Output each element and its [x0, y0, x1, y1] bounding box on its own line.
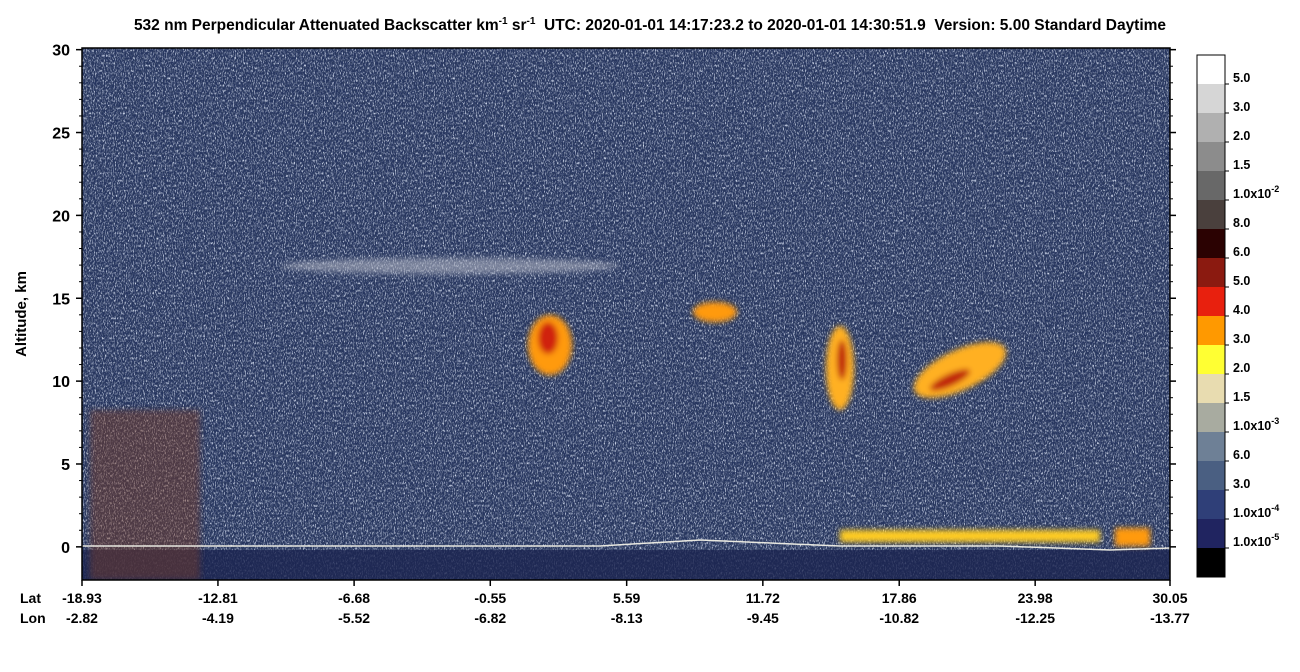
colorbar-swatch: [1197, 200, 1225, 229]
lon-label: -6.82: [474, 610, 506, 626]
x-tick-label: -12.81: [198, 590, 238, 606]
y-tick-label: 15: [52, 291, 70, 308]
colorbar-label: 5.0: [1233, 274, 1250, 288]
colorbar-label-sup: -3: [1271, 416, 1279, 426]
colorbar-label-text: 2.0: [1233, 361, 1250, 375]
colorbar-label: 1.0x10-5: [1233, 532, 1279, 549]
colorbar-swatch: [1197, 287, 1225, 316]
colorbar-label: 1.5: [1233, 390, 1250, 404]
colorbar-label-text: 1.0x10: [1233, 187, 1271, 201]
y-tick-label: 25: [52, 126, 70, 143]
colorbar-label-sup: -2: [1271, 184, 1279, 194]
title-sup: -1: [527, 16, 536, 27]
colorbar-label-text: 8.0: [1233, 216, 1250, 230]
lon-label: -10.82: [879, 610, 919, 626]
colorbar-swatch: [1197, 490, 1225, 519]
colorbar-label-text: 3.0: [1233, 477, 1250, 491]
colorbar-swatch: [1197, 432, 1225, 461]
title-part: UTC: 2020-01-01 14:17:23.2 to 2020-01-01…: [535, 17, 1166, 34]
x-tick-label: -6.68: [338, 590, 370, 606]
colorbar-swatch: [1197, 316, 1225, 345]
x-row-label: Lat: [20, 590, 41, 606]
lon-label: -4.19: [202, 610, 234, 626]
colorbar-label-text: 3.0: [1233, 332, 1250, 346]
backscatter-image: [82, 48, 1170, 580]
x-tick-label: 23.98: [1018, 590, 1053, 606]
title-part: 532 nm Perpendicular Attenuated Backscat…: [134, 17, 499, 34]
x-tick-label: 17.86: [882, 590, 917, 606]
y-tick-label: 20: [52, 208, 70, 225]
colorbar-label: 4.0: [1233, 303, 1250, 317]
colorbar-swatch: [1197, 84, 1225, 113]
lon-label: -2.82: [66, 610, 98, 626]
colorbar-label: 1.0x10-2: [1233, 184, 1279, 201]
lon-label: -5.52: [338, 610, 370, 626]
colorbar-label: 6.0: [1233, 448, 1250, 462]
colorbar-label-text: 4.0: [1233, 303, 1250, 317]
colorbar-label-text: 5.0: [1233, 71, 1250, 85]
colorbar-swatch: [1197, 113, 1225, 142]
colorbar-swatch: [1197, 258, 1225, 287]
chart-title: 532 nm Perpendicular Attenuated Backscat…: [134, 16, 1166, 34]
x-tick-label: -18.93: [62, 590, 102, 606]
y-tick-label: 30: [52, 43, 70, 60]
colorbar-label: 5.0: [1233, 71, 1250, 85]
colorbar-label: 1.5: [1233, 158, 1250, 172]
y-tick-label: 0: [61, 540, 70, 557]
colorbar-label-text: 1.0x10: [1233, 506, 1271, 520]
colorbar-swatch: [1197, 142, 1225, 171]
colorbar-label: 6.0: [1233, 245, 1250, 259]
colorbar-label: 2.0: [1233, 361, 1250, 375]
colorbar-label: 8.0: [1233, 216, 1250, 230]
lon-label: -8.13: [611, 610, 643, 626]
colorbar-label-text: 6.0: [1233, 448, 1250, 462]
title-part: sr: [508, 17, 527, 34]
colorbar-label-text: 5.0: [1233, 274, 1250, 288]
colorbar-swatch: [1197, 345, 1225, 374]
lon-label: -9.45: [747, 610, 779, 626]
colorbar-swatch: [1197, 374, 1225, 403]
x-tick-label: 30.05: [1152, 590, 1187, 606]
title-sup: -1: [499, 16, 508, 27]
surface-line: [82, 539, 1170, 551]
colorbar-label-sup: -5: [1271, 532, 1279, 542]
y-tick-label: 5: [61, 457, 70, 474]
lon-label: -12.25: [1015, 610, 1055, 626]
colorbar-swatch: [1197, 229, 1225, 258]
colorbar-swatch: [1197, 519, 1225, 548]
colorbar-swatch: [1197, 171, 1225, 200]
lon-label: -13.77: [1150, 610, 1190, 626]
colorbar-label-text: 3.0: [1233, 100, 1250, 114]
colorbar-swatch: [1197, 55, 1225, 84]
colorbar-swatch: [1197, 548, 1225, 577]
colorbar-label: 3.0: [1233, 332, 1250, 346]
colorbar-swatch: [1197, 461, 1225, 490]
y-axis-label: Altitude, km: [13, 271, 30, 357]
colorbar-label-text: 6.0: [1233, 245, 1250, 259]
y-tick-label: 10: [52, 374, 70, 391]
colorbar-label: 2.0: [1233, 129, 1250, 143]
x-tick-label: 5.59: [613, 590, 640, 606]
x-tick-label: -0.55: [474, 590, 506, 606]
colorbar-label-text: 2.0: [1233, 129, 1250, 143]
colorbar-label: 3.0: [1233, 100, 1250, 114]
colorbar-swatch: [1197, 403, 1225, 432]
colorbar-label-sup: -4: [1271, 503, 1279, 513]
colorbar-label-text: 1.0x10: [1233, 419, 1271, 433]
colorbar-label: 3.0: [1233, 477, 1250, 491]
colorbar-label-text: 1.5: [1233, 158, 1250, 172]
colorbar-label-text: 1.5: [1233, 390, 1250, 404]
x-row-label: Lon: [20, 610, 46, 626]
colorbar-label: 1.0x10-3: [1233, 416, 1279, 433]
colorbar-label: 1.0x10-4: [1233, 503, 1279, 520]
colorbar-label-text: 1.0x10: [1233, 535, 1271, 549]
x-tick-label: 11.72: [746, 590, 780, 606]
